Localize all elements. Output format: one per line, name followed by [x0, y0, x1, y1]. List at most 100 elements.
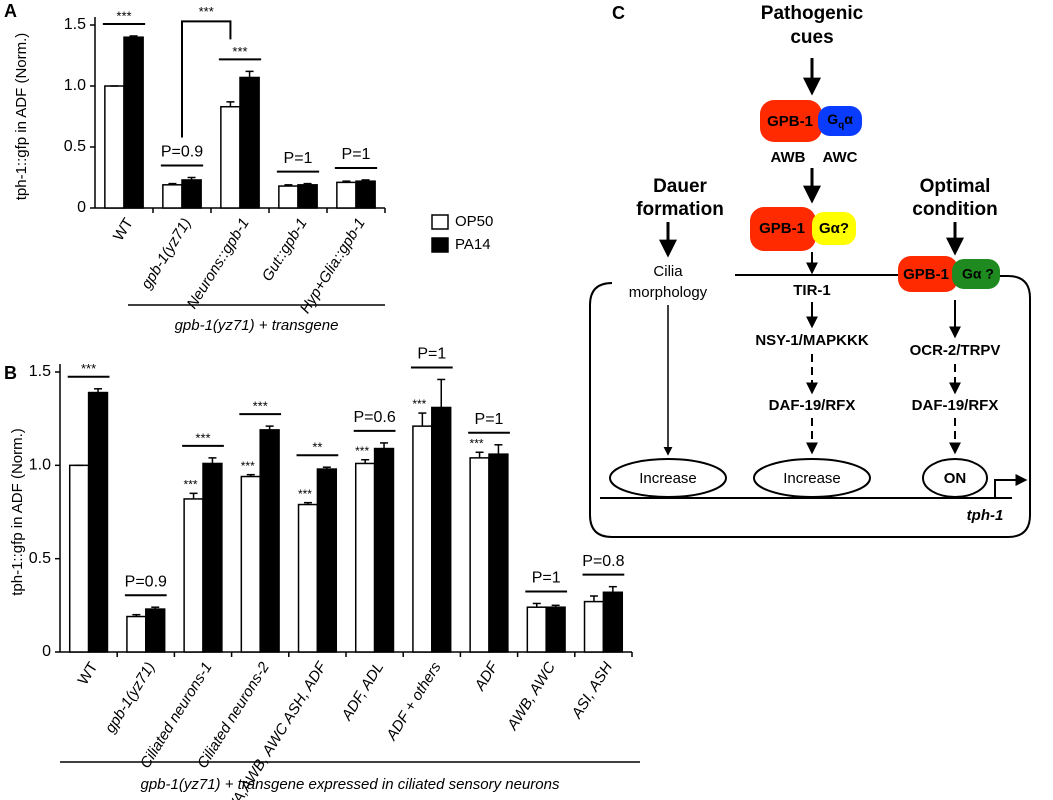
input-label: condition — [912, 199, 997, 220]
protein: DAF-19/RFX — [769, 397, 856, 414]
cell-outline — [589, 275, 1031, 538]
panel-letter: A — [4, 1, 17, 21]
bar — [162, 184, 183, 209]
y-tick-label: 1.0 — [64, 77, 86, 94]
input-label: Dauer — [653, 176, 707, 197]
bar — [183, 498, 204, 653]
y-axis-label: tph-1::gfp in ADF (Norm.) — [13, 33, 30, 201]
y-tick-label: 1.5 — [64, 16, 86, 33]
significance-label: P=1 — [475, 411, 504, 428]
bracket — [181, 20, 232, 138]
significance-label: P=1 — [342, 146, 371, 163]
y-axis-label: tph-1::gfp in ADF (Norm.) — [9, 428, 26, 596]
protein: DAF-19/RFX — [912, 397, 999, 414]
significance-label: P=0.9 — [125, 573, 167, 590]
bar — [202, 462, 223, 653]
x-tick-label: ASI, ASH — [568, 659, 616, 722]
significance-label: *** — [232, 44, 247, 59]
g: G — [827, 111, 838, 127]
sub: q — [838, 120, 844, 131]
x-tick-label: ADF, ADL — [338, 659, 387, 724]
protein: Gα ? — [962, 266, 994, 282]
significance-label: *** — [81, 361, 96, 376]
legend-swatch — [431, 214, 449, 230]
protein: Gqα — [827, 111, 853, 131]
bar — [412, 425, 433, 653]
label: Increase — [639, 470, 697, 487]
x-tick-label: ADF + others — [383, 659, 445, 744]
ga-shape — [952, 259, 1000, 289]
gpb1-shape — [750, 207, 816, 251]
promoter-arrow — [994, 474, 1028, 498]
input-label: Pathogenic — [761, 3, 864, 24]
bar — [259, 429, 280, 653]
x-tick-label: WT — [75, 659, 102, 688]
x-tick-label: AWB, AWC — [504, 659, 560, 734]
bar — [602, 591, 624, 653]
bar — [373, 447, 395, 653]
y-tick-label: 1.0 — [29, 457, 51, 474]
bar — [68, 464, 90, 653]
bar — [278, 185, 299, 209]
significance-label: *** — [298, 487, 312, 501]
label: Increase — [783, 470, 841, 487]
significance-label: *** — [253, 399, 268, 414]
x-tick-label: gpb-1(yz71) — [102, 659, 159, 736]
input-label: Optimal — [920, 176, 991, 197]
legend-label: OP50 — [455, 213, 493, 230]
significance-label: *** — [184, 478, 198, 492]
significance-label: *** — [195, 430, 210, 445]
protein: GPB-1 — [759, 220, 805, 237]
x-tick-label: gpb-1(yz71) — [138, 215, 195, 292]
significance-label: P=1 — [532, 570, 561, 587]
panel-letter: C — [612, 3, 625, 23]
significance-label: *** — [116, 8, 131, 23]
x-tick-label: Neurons::gpb-1 — [184, 215, 253, 312]
x-tick-label: Gut::gpb-1 — [259, 215, 311, 284]
bar — [126, 615, 147, 653]
alpha: α — [844, 111, 853, 127]
bar — [354, 462, 376, 653]
bar — [488, 453, 509, 653]
bar — [240, 475, 261, 653]
neuron: AWC — [823, 149, 858, 166]
protein: OCR-2/TRPV — [910, 342, 1001, 359]
y-tick-label: 1.5 — [29, 363, 51, 380]
protein: NSY-1/MAPKKK — [755, 332, 869, 349]
bar — [583, 600, 605, 653]
bar — [431, 406, 452, 653]
significance-label: P=1 — [284, 150, 313, 167]
significance-label: ** — [312, 440, 322, 455]
bar — [104, 85, 125, 209]
significance-label: *** — [412, 397, 426, 411]
bar — [220, 105, 241, 209]
bar — [336, 181, 357, 209]
significance-label: *** — [199, 4, 214, 19]
panel-letter: B — [4, 363, 17, 383]
y-tick-label: 0 — [42, 643, 51, 660]
gpb1-shape — [760, 100, 822, 142]
x-tick-label: ADF — [471, 659, 502, 695]
bar — [181, 179, 202, 209]
y-tick-label: 0 — [77, 199, 86, 216]
input-label: cues — [790, 27, 833, 48]
bar — [469, 457, 490, 653]
label: Cilia — [653, 263, 683, 280]
bar — [145, 608, 166, 653]
significance-label: P=0.8 — [582, 553, 624, 570]
bar — [316, 468, 338, 653]
panel-c: C Pathogenic cues GPB-1 Gqα AWB AWC GPB-… — [589, 3, 1031, 538]
protein: TIR-1 — [793, 282, 831, 299]
bar — [123, 36, 144, 209]
bar — [87, 391, 109, 653]
group-label: gpb-1(yz71) + transgene — [175, 317, 339, 334]
bar — [545, 606, 566, 653]
bar — [355, 180, 376, 209]
y-tick-label: 0.5 — [29, 550, 51, 567]
bar — [297, 184, 318, 209]
significance-label: *** — [241, 459, 255, 473]
legend-swatch — [431, 237, 449, 253]
gq-shape — [818, 106, 862, 136]
legend-label: PA14 — [455, 236, 491, 253]
x-tick-label: Hyp+Glia::gpb-1 — [297, 215, 369, 316]
